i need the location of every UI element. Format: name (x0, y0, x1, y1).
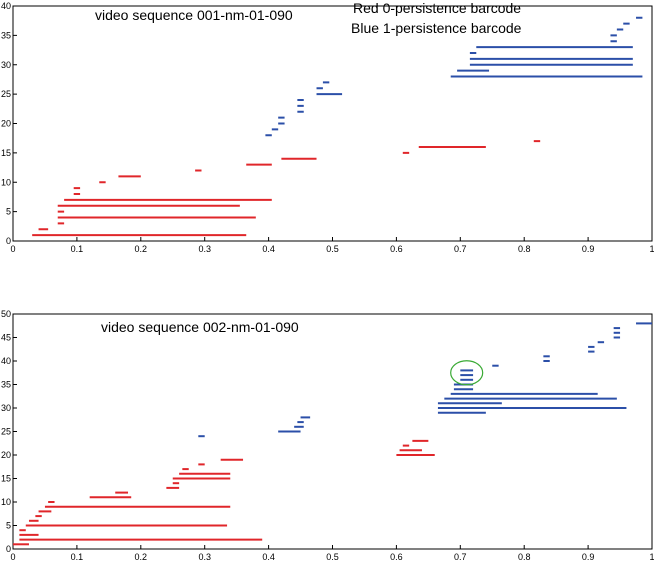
x-tick-label: 1 (649, 244, 654, 254)
highlight-circle (450, 360, 484, 386)
y-tick-label: 15 (1, 148, 11, 158)
x-tick-label: 0.4 (262, 244, 275, 254)
y-tick-label: 30 (1, 60, 11, 70)
bottom-chart-title: video sequence 002-nm-01-090 (101, 319, 299, 335)
y-tick-label: 35 (1, 380, 11, 390)
y-tick-label: 30 (1, 403, 11, 413)
x-tick-label: 0.9 (582, 244, 595, 254)
bottom-barcode-panel: 0 0.1 0.2 0.3 0.4 0.5 0.6 0.7 0.8 0.9 105101520253… (1, 309, 654, 562)
top-barcode-panel: 0 0.1 0.2 0.3 0.4 0.5 0.6 0.7 0.8 0.9 105101520253… (1, 0, 654, 254)
x-tick-label: 0.6 (390, 552, 403, 562)
x-tick-label: 0.8 (518, 552, 531, 562)
y-tick-label: 40 (1, 356, 11, 366)
y-tick-label: 25 (1, 427, 11, 437)
x-tick-label: 0.3 (198, 552, 211, 562)
y-tick-label: 10 (1, 177, 11, 187)
y-tick-label: 35 (1, 30, 11, 40)
x-tick-label: 0.8 (518, 244, 531, 254)
x-tick-label: 0.2 (135, 244, 148, 254)
y-tick-label: 50 (1, 309, 11, 319)
y-tick-label: 0 (6, 236, 11, 246)
x-tick-label: 0 (10, 552, 15, 562)
x-tick-label: 0.1 (71, 244, 84, 254)
x-tick-label: 0.1 (71, 552, 84, 562)
x-tick-label: 0.4 (262, 552, 275, 562)
legend-red-entry: Red 0-persistence barcode (353, 0, 521, 16)
y-tick-label: 20 (1, 119, 11, 129)
x-tick-label: 0.5 (326, 244, 339, 254)
x-tick-label: 0.3 (198, 244, 211, 254)
x-tick-label: 0.6 (390, 244, 403, 254)
bottom-plot-frame (12, 313, 653, 550)
y-tick-label: 10 (1, 497, 11, 507)
y-tick-label: 5 (6, 207, 11, 217)
y-tick-label: 5 (6, 521, 11, 531)
top-chart-title: video sequence 001-nm-01-090 (95, 7, 293, 23)
x-tick-label: 0.7 (454, 552, 467, 562)
x-tick-label: 0.7 (454, 244, 467, 254)
legend-blue-entry: Blue 1-persistence barcode (351, 20, 522, 36)
x-tick-label: 0 (10, 244, 15, 254)
y-tick-label: 45 (1, 333, 11, 343)
y-tick-label: 15 (1, 474, 11, 484)
x-tick-label: 0.9 (582, 552, 595, 562)
y-tick-label: 0 (6, 544, 11, 554)
x-tick-label: 1 (649, 552, 654, 562)
x-tick-label: 0.5 (326, 552, 339, 562)
y-tick-label: 40 (1, 1, 11, 11)
y-tick-label: 20 (1, 450, 11, 460)
x-tick-label: 0.2 (135, 552, 148, 562)
y-tick-label: 25 (1, 89, 11, 99)
